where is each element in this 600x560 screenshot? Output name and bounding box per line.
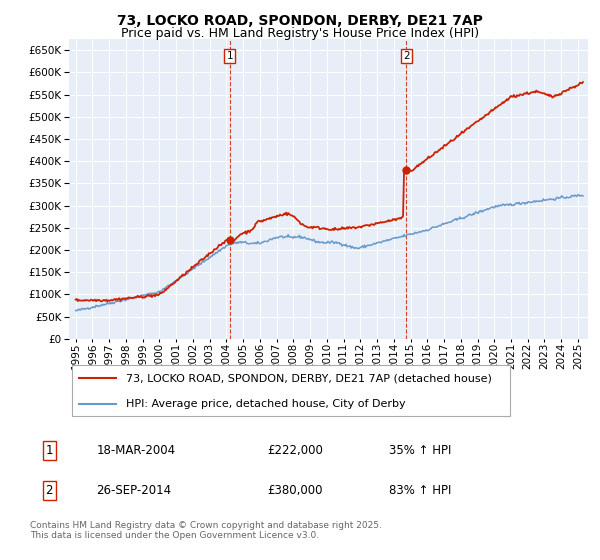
Text: 73, LOCKO ROAD, SPONDON, DERBY, DE21 7AP: 73, LOCKO ROAD, SPONDON, DERBY, DE21 7AP (117, 14, 483, 28)
FancyBboxPatch shape (71, 365, 510, 416)
Text: 83% ↑ HPI: 83% ↑ HPI (389, 484, 451, 497)
Text: 35% ↑ HPI: 35% ↑ HPI (389, 444, 451, 456)
Text: 26-SEP-2014: 26-SEP-2014 (96, 484, 172, 497)
Text: 1: 1 (227, 50, 233, 60)
Text: 2: 2 (46, 484, 53, 497)
Text: 2: 2 (403, 50, 409, 60)
Text: 1: 1 (46, 444, 53, 456)
Text: HPI: Average price, detached house, City of Derby: HPI: Average price, detached house, City… (126, 399, 406, 409)
Text: £222,000: £222,000 (268, 444, 323, 456)
Text: Price paid vs. HM Land Registry's House Price Index (HPI): Price paid vs. HM Land Registry's House … (121, 27, 479, 40)
Text: £380,000: £380,000 (268, 484, 323, 497)
Text: 73, LOCKO ROAD, SPONDON, DERBY, DE21 7AP (detached house): 73, LOCKO ROAD, SPONDON, DERBY, DE21 7AP… (126, 374, 492, 384)
Text: 18-MAR-2004: 18-MAR-2004 (96, 444, 175, 456)
Text: Contains HM Land Registry data © Crown copyright and database right 2025.
This d: Contains HM Land Registry data © Crown c… (30, 521, 382, 540)
